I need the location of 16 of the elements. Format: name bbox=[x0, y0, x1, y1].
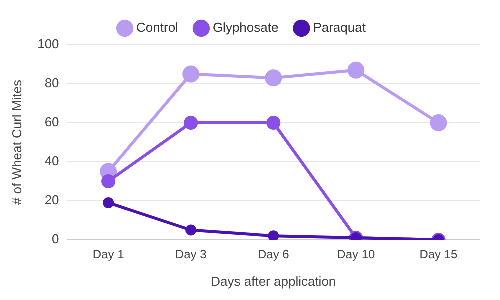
legend-label: Glyphosate bbox=[212, 20, 279, 36]
legend-label: Control bbox=[136, 20, 179, 36]
y-tick-label: 80 bbox=[44, 76, 60, 91]
x-tick-label: Day 6 bbox=[258, 248, 290, 262]
y-axis-title: # of Wheat Curl Mites bbox=[9, 80, 24, 205]
y-tick-label: 40 bbox=[44, 154, 60, 169]
y-tick-label: 60 bbox=[44, 114, 60, 130]
y-tick-label: 0 bbox=[52, 232, 60, 247]
y-tick-label: 20 bbox=[44, 192, 60, 208]
x-axis-title: Days after application bbox=[211, 274, 336, 289]
y-tick-label: 100 bbox=[38, 36, 60, 52]
x-tick-label: Day 15 bbox=[420, 248, 458, 262]
x-tick-label: Day 1 bbox=[92, 248, 125, 262]
x-tick-label: Day 10 bbox=[337, 248, 376, 262]
x-tick-label: Day 3 bbox=[175, 248, 208, 262]
legend-label: Paraquat bbox=[313, 20, 366, 36]
